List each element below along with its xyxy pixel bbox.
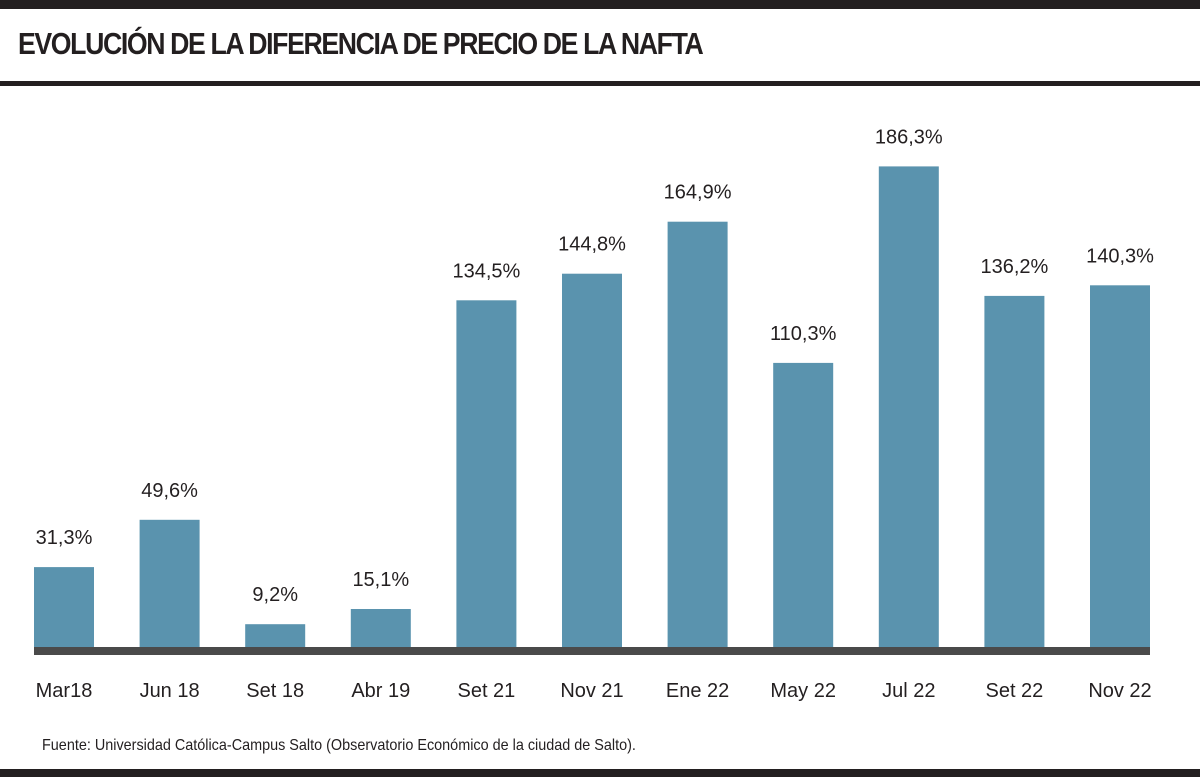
- bars-group: [34, 166, 1150, 648]
- value-label: 136,2%: [980, 256, 1048, 278]
- value-label: 9,2%: [252, 584, 298, 606]
- top-rule: [0, 0, 1200, 9]
- category-label: Jul 22: [882, 680, 935, 702]
- bar-set-21: [456, 300, 517, 648]
- bar-abr-19: [350, 609, 411, 648]
- bottom-rule: [0, 769, 1200, 777]
- value-label: 140,3%: [1086, 245, 1154, 267]
- value-label: 15,1%: [352, 569, 409, 591]
- category-label: Mar18: [36, 680, 93, 702]
- value-label: 49,6%: [141, 480, 198, 502]
- category-label: Nov 22: [1088, 680, 1151, 702]
- value-label: 186,3%: [875, 126, 943, 148]
- category-label: Nov 21: [560, 680, 623, 702]
- chart-title: EVOLUCIÓN DE LA DIFERENCIA DE PRECIO DE …: [18, 26, 704, 61]
- value-label: 134,5%: [452, 260, 520, 282]
- bar-jul-22: [878, 166, 939, 648]
- category-label: Ene 22: [666, 680, 729, 702]
- bar-nov-22: [1090, 285, 1150, 648]
- category-labels-group: Mar18 Jun 18 Set 18 Abr 19 Set 21 Nov 21 Ene 2…: [36, 680, 1152, 702]
- bar-mar18: [34, 567, 94, 648]
- category-label: Abr 19: [351, 680, 410, 702]
- value-label: 31,3%: [36, 527, 93, 549]
- x-axis-baseline: [34, 647, 1150, 655]
- bar-nov-21: [562, 273, 622, 648]
- category-label: Set 21: [457, 680, 515, 702]
- bar-set-22: [984, 295, 1045, 648]
- category-label: May 22: [770, 680, 836, 702]
- title-rule: [0, 81, 1200, 86]
- value-labels-group: 31,3% 49,6% 9,2% 15,1% 134,5% 144,8% 164,9% 110…: [36, 126, 1154, 606]
- bar-set-18: [245, 624, 306, 648]
- category-label: Set 22: [985, 680, 1043, 702]
- bar-may-22: [773, 362, 834, 648]
- value-label: 144,8%: [558, 234, 626, 256]
- value-label: 110,3%: [770, 323, 837, 345]
- bar-ene-22: [667, 221, 728, 648]
- value-label: 164,9%: [664, 182, 732, 204]
- category-label: Set 18: [246, 680, 304, 702]
- bar-jun-18: [139, 519, 200, 648]
- category-label: Jun 18: [140, 680, 200, 702]
- source-note: Fuente: Universidad Católica-Campus Salt…: [42, 737, 636, 754]
